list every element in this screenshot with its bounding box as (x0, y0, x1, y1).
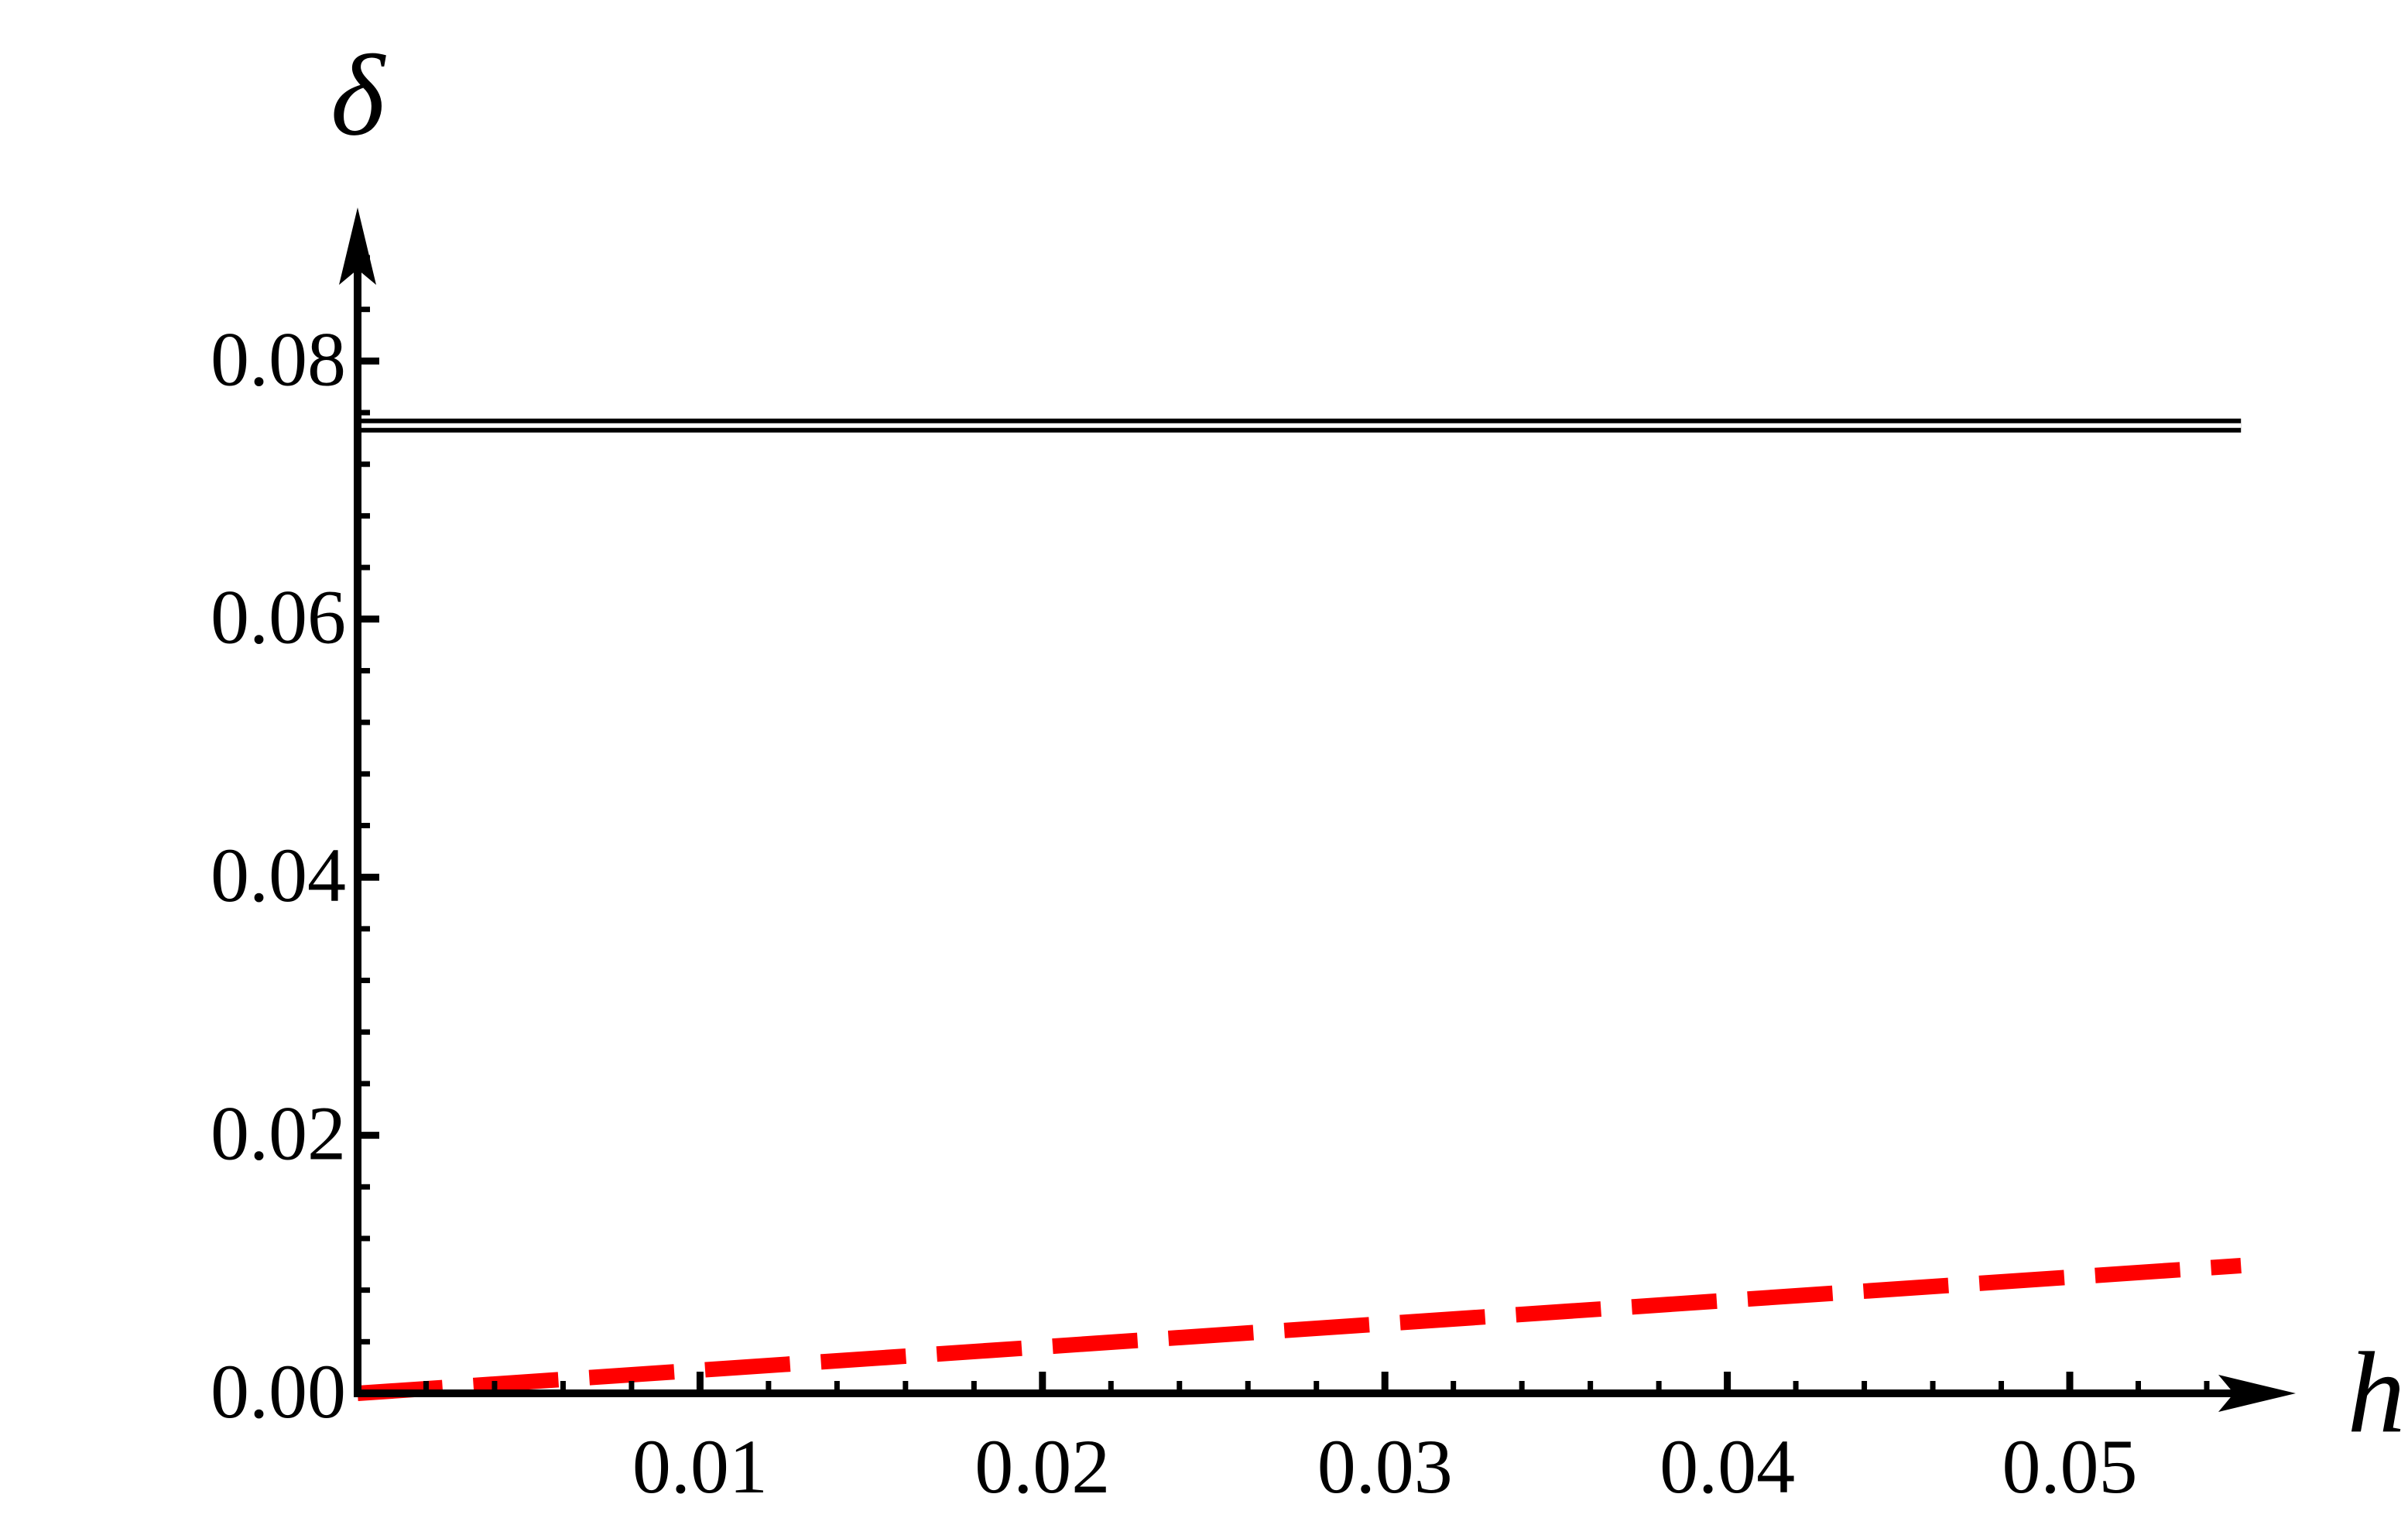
x-tick-label: 0.02 (975, 1424, 1110, 1509)
y-axis-arrow (339, 207, 376, 285)
x-tick-label: 0.04 (1660, 1424, 1795, 1509)
x-tick-label: 0.01 (632, 1424, 768, 1509)
y-tick-label: 0.04 (211, 832, 346, 918)
y-axis-label: δ (331, 31, 386, 159)
y-tick-label: 0.08 (211, 316, 346, 402)
x-tick-label: 0.05 (2002, 1424, 2138, 1509)
y-tick-label: 0.02 (211, 1091, 346, 1177)
x-axis-arrow (2218, 1375, 2296, 1412)
series-line (357, 1257, 2242, 1401)
y-tick-label: 0.06 (211, 574, 346, 660)
y-tick-label: 0.00 (211, 1348, 346, 1434)
x-axis-label: h (2348, 1328, 2406, 1457)
x-tick-label: 0.03 (1317, 1424, 1453, 1509)
